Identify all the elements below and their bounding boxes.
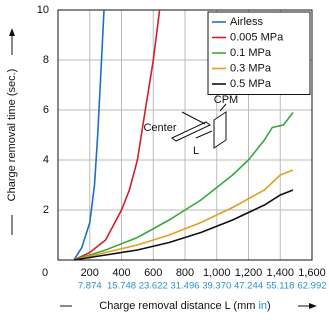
x-tick-label: 200 bbox=[81, 267, 99, 279]
legend-label: 0.005 MPa bbox=[230, 31, 284, 43]
annotation: L bbox=[193, 145, 199, 157]
y-tick-label: 10 bbox=[37, 4, 49, 16]
x-tick-label: 800 bbox=[176, 267, 194, 279]
plot-frame bbox=[57, 9, 313, 261]
x-tick-label-in: 62.992 bbox=[297, 281, 326, 292]
series-line bbox=[73, 9, 161, 261]
y-tick-label: 2 bbox=[43, 204, 49, 216]
series-line bbox=[73, 9, 105, 261]
inset-drawing bbox=[171, 103, 227, 149]
y-tick-label: 4 bbox=[43, 154, 49, 166]
annotation: Center bbox=[143, 122, 176, 134]
x-tick-label-in: 55.118 bbox=[266, 281, 294, 292]
x-tick-label-in: 47.244 bbox=[234, 281, 263, 292]
annotation: CPM bbox=[214, 94, 238, 106]
legend-label: 0.3 MPa bbox=[230, 62, 272, 74]
x-tick-label-in: 23.622 bbox=[139, 281, 168, 292]
x-tick-label-in: 39.370 bbox=[202, 281, 231, 292]
legend-label: 0.1 MPa bbox=[230, 47, 272, 59]
x-tick-label: 1,200 bbox=[235, 267, 263, 279]
x-tick-label: 1,400 bbox=[266, 267, 294, 279]
legend-label: Airless bbox=[230, 16, 264, 28]
x-label-part: Charge removal distance L (mm bbox=[99, 300, 258, 312]
x-tick-label: 1,600 bbox=[298, 267, 326, 279]
x-label-part: ) bbox=[267, 300, 271, 312]
series-line bbox=[73, 189, 294, 261]
axis-arrow bbox=[9, 28, 15, 36]
y-axis-label: Charge removal time (sec.) bbox=[6, 69, 18, 202]
x-tick-label-in: 15.748 bbox=[107, 281, 136, 292]
y-tick-label: 8 bbox=[43, 54, 49, 66]
series-line bbox=[73, 112, 294, 261]
x-tick-label: 400 bbox=[112, 267, 130, 279]
axis-arrow bbox=[309, 303, 317, 309]
x-tick-label-in: 7.874 bbox=[78, 281, 102, 292]
x-axis-label: Charge removal distance L (mm in) bbox=[99, 300, 270, 312]
x-label-part: in bbox=[258, 300, 267, 312]
x-tick-label: 0 bbox=[42, 267, 48, 279]
series-line bbox=[73, 169, 294, 261]
y-tick-label: 6 bbox=[43, 104, 49, 116]
x-tick-label: 1,000 bbox=[203, 267, 231, 279]
x-tick-label-in: 31.496 bbox=[170, 281, 199, 292]
x-tick-label: 600 bbox=[144, 267, 162, 279]
legend-label: 0.5 MPa bbox=[230, 78, 272, 90]
